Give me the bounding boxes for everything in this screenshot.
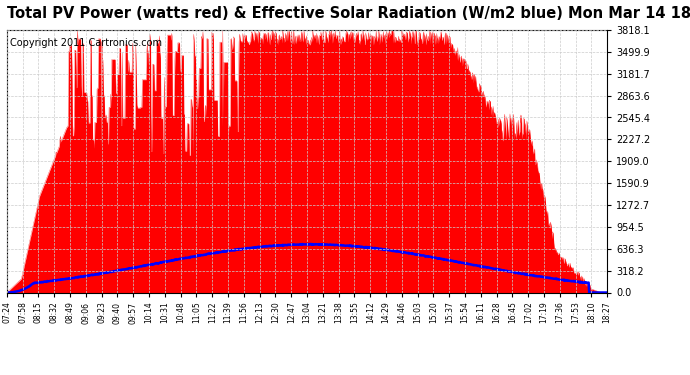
Text: Copyright 2011 Cartronics.com: Copyright 2011 Cartronics.com	[10, 38, 162, 48]
Text: Total PV Power (watts red) & Effective Solar Radiation (W/m2 blue) Mon Mar 14 18: Total PV Power (watts red) & Effective S…	[7, 6, 690, 21]
